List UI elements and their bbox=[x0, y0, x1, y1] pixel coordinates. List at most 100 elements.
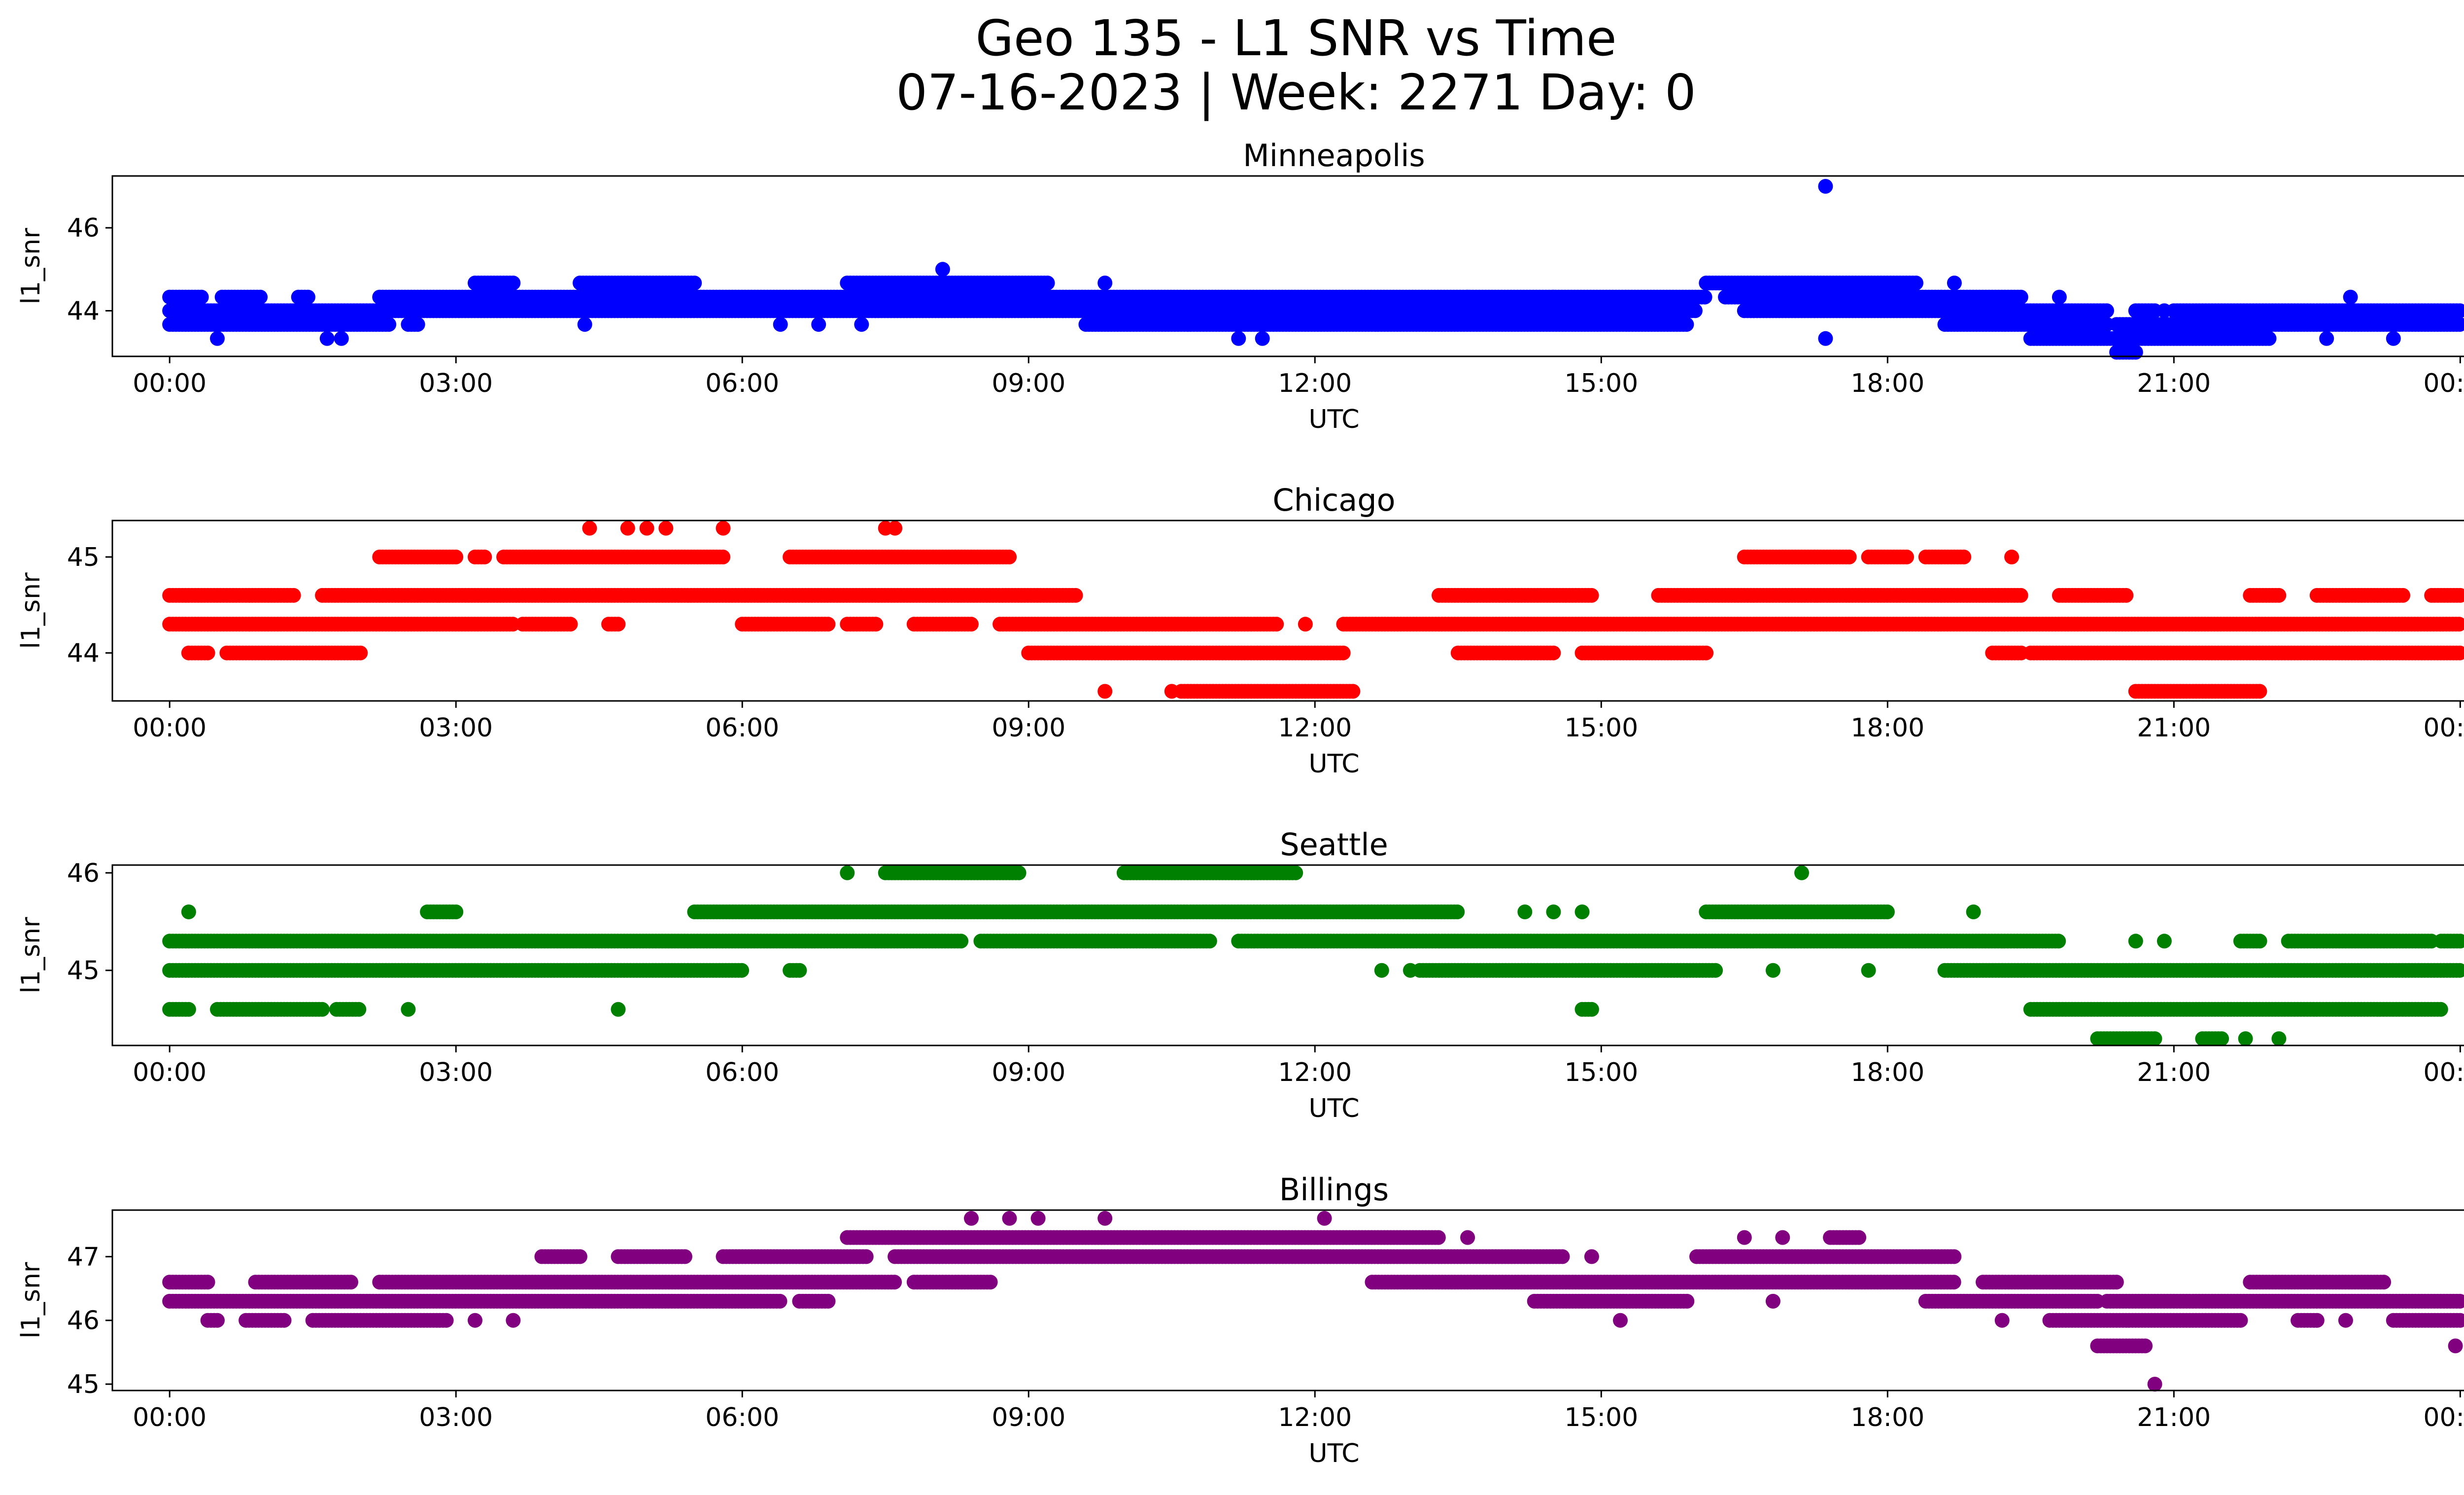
band-1 bbox=[162, 303, 2464, 318]
data-point bbox=[506, 276, 521, 291]
data-point bbox=[563, 617, 578, 632]
data-point bbox=[1269, 617, 1284, 632]
data-point bbox=[1708, 963, 1723, 978]
data-point bbox=[620, 521, 635, 536]
data-point bbox=[773, 317, 788, 332]
data-point bbox=[1584, 588, 1599, 603]
data-point bbox=[2013, 289, 2028, 305]
data-point bbox=[639, 521, 654, 536]
data-point bbox=[2386, 331, 2401, 346]
data-point bbox=[1842, 550, 1857, 564]
data-point bbox=[2128, 345, 2143, 360]
data-point bbox=[716, 521, 731, 536]
scatter-points bbox=[162, 521, 2464, 699]
data-point bbox=[1947, 276, 1962, 291]
x-tick-label: 06:00 bbox=[705, 369, 779, 398]
data-point bbox=[286, 588, 301, 603]
data-point bbox=[2453, 588, 2464, 603]
data-point bbox=[2452, 645, 2464, 661]
data-point bbox=[477, 550, 492, 564]
y-tick-label: 44 bbox=[67, 296, 100, 326]
x-tick-label: 03:00 bbox=[419, 713, 493, 743]
subplots: Minneapolis 00:00 03:00 06:00 09:00 12:00 15:0… bbox=[16, 138, 2464, 1468]
data-point bbox=[1002, 550, 1017, 564]
band-1 bbox=[162, 588, 2464, 603]
data-point bbox=[381, 317, 397, 332]
axes-frame bbox=[111, 175, 2464, 357]
data-point bbox=[611, 617, 626, 632]
x-tick-label: 12:00 bbox=[1278, 369, 1352, 398]
data-point bbox=[963, 617, 979, 632]
subplot-title: Minneapolis bbox=[1243, 138, 1425, 174]
data-point bbox=[2004, 550, 2019, 564]
data-point bbox=[954, 934, 969, 949]
data-point bbox=[1697, 289, 1712, 305]
x-tick-label: 00:00 bbox=[2423, 713, 2464, 743]
data-point bbox=[2396, 588, 2410, 603]
data-point bbox=[868, 617, 884, 632]
data-point bbox=[253, 289, 268, 305]
data-point bbox=[2452, 317, 2464, 332]
x-tick-label: 06:00 bbox=[705, 713, 779, 743]
data-point bbox=[582, 521, 597, 536]
x-tick-label: 12:00 bbox=[1278, 713, 1352, 743]
data-point bbox=[2319, 331, 2334, 346]
y-tick-label: 46 bbox=[67, 213, 100, 243]
data-point bbox=[2452, 303, 2464, 318]
data-point bbox=[1164, 684, 1179, 699]
data-point bbox=[2271, 588, 2287, 603]
x-tick-label: 00:00 bbox=[133, 369, 206, 398]
band-0 bbox=[162, 289, 2028, 305]
data-point bbox=[2252, 934, 2267, 949]
x-tick-label: 21:00 bbox=[2137, 369, 2211, 398]
data-point bbox=[448, 904, 464, 919]
data-point bbox=[2452, 617, 2464, 632]
data-point bbox=[1546, 645, 1561, 661]
data-point bbox=[1699, 645, 1714, 661]
data-point bbox=[1068, 588, 1083, 603]
data-point bbox=[1460, 289, 1475, 305]
axes-frame bbox=[111, 520, 2464, 702]
x-axis-label: UTC bbox=[1308, 749, 1359, 779]
x-tick-label: 15:00 bbox=[1564, 713, 1638, 743]
data-point bbox=[2156, 303, 2172, 318]
data-point bbox=[2252, 684, 2267, 699]
data-point bbox=[334, 331, 349, 346]
y-axis-label: l1_snr bbox=[16, 572, 46, 649]
data-point bbox=[792, 963, 807, 978]
subplot-title: Chicago bbox=[1272, 482, 1395, 518]
data-point bbox=[1040, 276, 1055, 291]
x-tick-label: 15:00 bbox=[1564, 369, 1638, 398]
data-point bbox=[194, 289, 209, 305]
data-point bbox=[1097, 684, 1113, 699]
data-point bbox=[2052, 289, 2067, 305]
y-axis-label: l1_snr bbox=[16, 228, 46, 305]
data-point bbox=[716, 550, 731, 564]
data-point bbox=[2099, 303, 2114, 318]
data-point bbox=[1202, 934, 1217, 949]
x-tick-label: 21:00 bbox=[2137, 713, 2211, 743]
band-5 bbox=[2109, 345, 2143, 360]
data-point bbox=[319, 331, 335, 346]
y-tick-label: 45 bbox=[67, 543, 100, 572]
x-tick-label: 09:00 bbox=[992, 369, 1065, 398]
data-point bbox=[1255, 331, 1270, 346]
data-point bbox=[200, 645, 215, 661]
band-3 bbox=[468, 276, 1923, 291]
data-point bbox=[1546, 289, 1561, 305]
x-tick-label: 09:00 bbox=[992, 713, 1065, 743]
data-point bbox=[210, 331, 225, 346]
data-point bbox=[854, 317, 869, 332]
data-point bbox=[1687, 303, 1703, 318]
scatter-points bbox=[162, 865, 2464, 1046]
data-point bbox=[1818, 331, 1833, 346]
data-point bbox=[1335, 645, 1351, 661]
band-2 bbox=[181, 645, 2464, 661]
data-point bbox=[1679, 317, 1694, 332]
data-point bbox=[821, 617, 836, 632]
data-point bbox=[1899, 550, 1914, 564]
